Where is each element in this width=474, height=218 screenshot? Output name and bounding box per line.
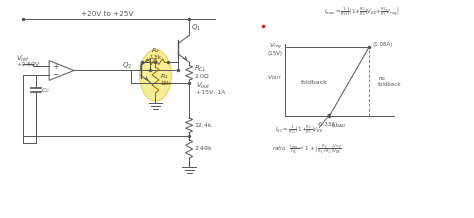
Ellipse shape: [139, 50, 172, 101]
Text: ratio   $\frac{I_{max}}{I_{SC}} = 1 + \left(\frac{R_2}{R_1\!+\!R_2}\right)\!\fra: ratio $\frac{I_{max}}{I_{SC}} = 1 + \lef…: [272, 143, 342, 156]
Text: 12.4k: 12.4k: [194, 123, 212, 128]
Text: $Q_1$: $Q_1$: [191, 23, 201, 34]
Text: 16k: 16k: [161, 81, 171, 86]
Text: $V_{OUT}$: $V_{OUT}$: [267, 73, 283, 82]
Text: $I_{LOAD}$: $I_{LOAD}$: [331, 121, 347, 130]
Text: $R_1$: $R_1$: [161, 72, 169, 81]
Text: foldback: foldback: [301, 80, 328, 85]
Text: $I_{SC} = \frac{1}{R_{CL}}\!\left(1\!+\!\frac{R_2}{R_1}\right)\!V_{BE}$: $I_{SC} = \frac{1}{R_{CL}}\!\left(1\!+\!…: [275, 123, 324, 136]
Text: no
foldback: no foldback: [378, 76, 402, 87]
Text: (15V): (15V): [268, 51, 283, 56]
Text: 2.0Ω: 2.0Ω: [194, 74, 209, 79]
Text: $R_2$: $R_2$: [151, 46, 159, 55]
Text: $I_{max} = \frac{1}{R_{CL}}\!\left[\!\left(1\!+\!\frac{R_2}{R_1}\right)\!V_{BE}\: $I_{max} = \frac{1}{R_{CL}}\!\left[\!\le…: [325, 5, 400, 18]
Text: (1.08A): (1.08A): [372, 42, 392, 47]
Text: $C_C$: $C_C$: [41, 86, 51, 95]
Text: $V_{ref}$: $V_{ref}$: [16, 54, 30, 64]
Text: +2.50V: +2.50V: [16, 62, 39, 67]
Text: +20V to +25V: +20V to +25V: [81, 11, 134, 17]
Text: −: −: [52, 70, 58, 79]
Text: 1.5k: 1.5k: [149, 55, 161, 60]
Text: $R_{CL}$: $R_{CL}$: [194, 64, 207, 74]
Text: +: +: [52, 62, 58, 71]
Text: $Q_2$: $Q_2$: [122, 60, 133, 71]
Text: (0.33A): (0.33A): [317, 122, 337, 127]
Text: $V_{out}$: $V_{out}$: [196, 81, 211, 91]
Text: +15V, 1A: +15V, 1A: [196, 90, 226, 95]
Text: $V_{reg}$: $V_{reg}$: [269, 42, 283, 52]
Text: 2.49k: 2.49k: [194, 146, 212, 152]
